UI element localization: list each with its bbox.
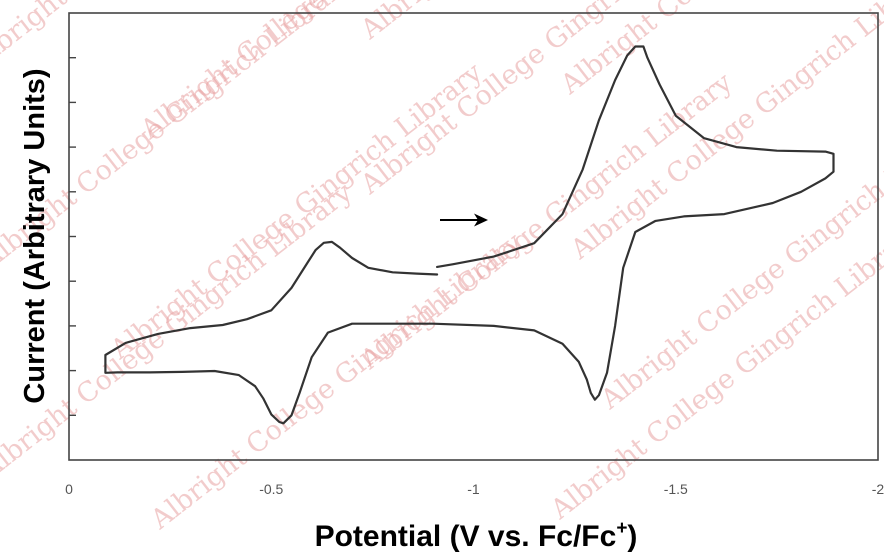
watermark-layer: Albright College Gingrich LibraryAlbrigh… <box>0 0 884 536</box>
x-axis-title-superscript: + <box>616 518 627 539</box>
x-axis-title-main: Potential (V vs. Fc/Fc <box>315 520 617 553</box>
series-line-cv-curve <box>104 45 835 425</box>
x-tick-label-0: 0 <box>65 481 73 497</box>
y-axis-title: Current (Arbitrary Units) <box>19 68 51 403</box>
x-axis-title: Potential (V vs. Fc/Fc+) <box>315 518 638 553</box>
x-tick-label-4: -2 <box>872 481 884 497</box>
watermark-text-12: Albright College Gingrich Library <box>544 216 884 526</box>
x-tick-label-2: -1 <box>467 481 480 497</box>
x-tick-label-3: -1.5 <box>664 481 688 497</box>
scan-direction-arrow <box>440 213 488 227</box>
y-axis-ticks <box>69 57 76 416</box>
x-tick-label-1: -0.5 <box>259 481 283 497</box>
x-axis-tick-labels: 0 -0.5 -1 -1.5 -2 <box>65 481 884 497</box>
x-axis-title-end: ) <box>627 520 637 553</box>
